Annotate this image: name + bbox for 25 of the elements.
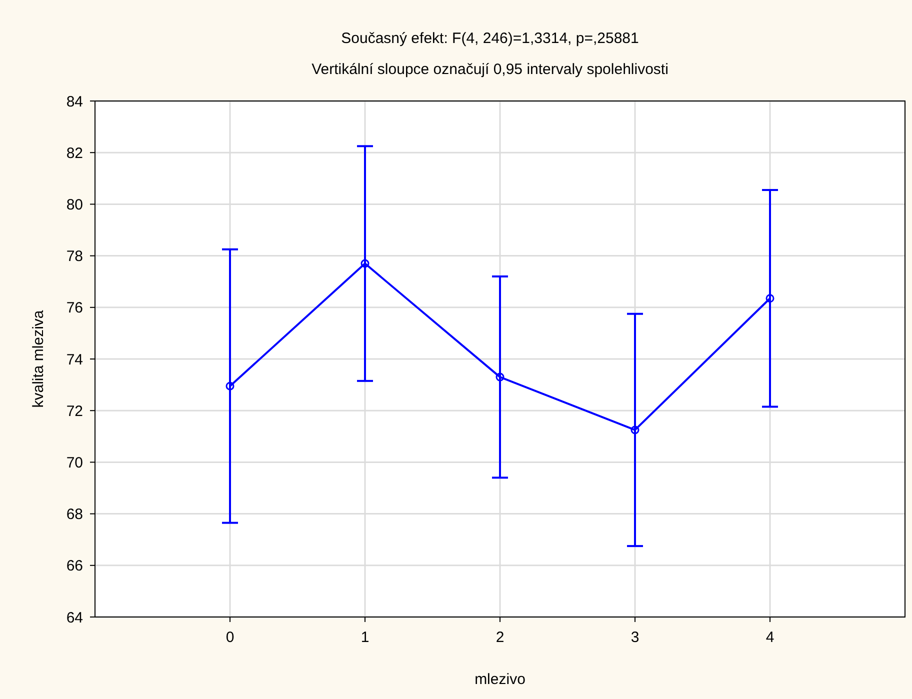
y-tick-label: 80 xyxy=(66,196,83,214)
chart-subtitle: Vertikální sloupce označují 0,95 intervaly spolehlivosti xyxy=(312,61,668,78)
x-tick-label: 1 xyxy=(360,629,370,646)
y-tick-label: 68 xyxy=(66,506,83,524)
x-tick-label: 3 xyxy=(630,629,640,646)
x-tick-label: 2 xyxy=(496,629,504,646)
y-tick-label: 76 xyxy=(66,300,83,317)
x-tick-label: 4 xyxy=(766,629,774,646)
y-tick-label: 78 xyxy=(66,248,83,266)
chart-title: Současný efekt: F(4, 246)=1,3314, p=,25881 xyxy=(341,30,639,47)
point xyxy=(630,426,640,434)
point xyxy=(226,382,234,390)
y-tick-label: 84 xyxy=(66,93,83,110)
y-tick-label: 82 xyxy=(66,144,83,162)
y-tick-label: 66 xyxy=(66,558,83,575)
y-axis-title: kvalita mleziva xyxy=(30,310,47,408)
y-tick-label: 74 xyxy=(66,351,83,368)
y-tick-label: 70 xyxy=(66,454,83,472)
x-axis-title: mlezivo xyxy=(474,671,526,688)
point xyxy=(360,259,370,268)
y-tick-label: 72 xyxy=(66,402,83,420)
point xyxy=(766,294,774,303)
x-tick-label: 0 xyxy=(226,629,234,646)
y-tick-label: 64 xyxy=(66,609,83,626)
point xyxy=(496,372,504,382)
